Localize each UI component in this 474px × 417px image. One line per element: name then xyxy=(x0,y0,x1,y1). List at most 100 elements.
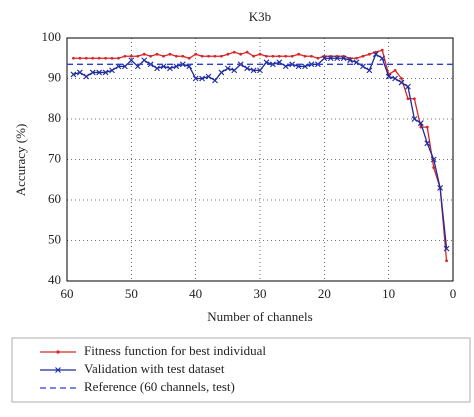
plot-frame xyxy=(66,37,454,282)
marker xyxy=(129,54,133,58)
marker xyxy=(257,67,263,74)
marker xyxy=(302,63,308,70)
marker xyxy=(168,52,172,56)
x-tick-label: 0 xyxy=(450,286,457,301)
marker xyxy=(167,65,173,72)
legend-label: Validation with test dataset xyxy=(84,361,225,376)
legend-marker xyxy=(55,367,61,373)
marker xyxy=(385,73,392,80)
x-axis-label: Number of channels xyxy=(207,309,312,324)
marker xyxy=(212,77,218,84)
x-tick-label: 20 xyxy=(318,286,331,301)
marker xyxy=(271,54,275,58)
marker xyxy=(405,83,411,90)
marker xyxy=(200,54,204,58)
marker xyxy=(224,65,231,72)
marker xyxy=(367,52,371,56)
marker xyxy=(83,73,90,80)
marker xyxy=(398,79,405,86)
marker xyxy=(123,54,127,58)
marker xyxy=(392,75,398,82)
x-tick-label: 50 xyxy=(125,286,138,301)
marker xyxy=(70,71,77,78)
marker xyxy=(136,54,140,58)
marker xyxy=(424,140,431,147)
marker xyxy=(187,56,191,60)
marker xyxy=(84,56,88,60)
y-tick-label: 100 xyxy=(42,29,62,44)
marker xyxy=(232,50,236,54)
marker xyxy=(122,63,128,70)
marker xyxy=(104,56,107,60)
x-tick-label: 30 xyxy=(254,286,267,301)
y-tick-label: 80 xyxy=(48,110,61,125)
marker xyxy=(149,54,153,58)
marker xyxy=(380,48,384,52)
marker xyxy=(316,56,320,60)
y-tick-label: 40 xyxy=(48,272,61,287)
legend-box xyxy=(11,337,471,403)
marker xyxy=(128,57,135,64)
marker xyxy=(97,56,101,60)
marker xyxy=(226,52,230,56)
marker xyxy=(154,65,160,72)
x-tick-label: 40 xyxy=(189,286,202,301)
marker xyxy=(321,55,328,62)
marker xyxy=(400,77,403,80)
marker xyxy=(340,55,347,62)
marker xyxy=(425,125,429,129)
x-tick-label: 60 xyxy=(61,286,74,301)
marker xyxy=(102,69,109,76)
marker xyxy=(239,52,243,56)
marker xyxy=(393,69,397,72)
marker xyxy=(96,69,103,76)
marker xyxy=(303,54,307,58)
marker xyxy=(192,75,199,82)
marker xyxy=(413,97,416,101)
marker xyxy=(379,55,386,62)
marker xyxy=(162,54,165,58)
y-tick-label: 70 xyxy=(48,150,61,165)
marker xyxy=(213,54,217,58)
marker xyxy=(205,73,212,80)
marker xyxy=(181,54,185,58)
marker xyxy=(445,259,448,263)
y-tick-label: 50 xyxy=(48,231,61,246)
marker xyxy=(366,67,373,74)
marker xyxy=(174,54,178,58)
marker xyxy=(355,56,358,60)
marker xyxy=(117,56,120,60)
marker xyxy=(76,69,83,76)
marker xyxy=(430,156,437,163)
marker xyxy=(72,56,75,60)
series-line xyxy=(73,49,448,261)
marker xyxy=(245,50,249,54)
marker xyxy=(310,54,313,58)
marker xyxy=(417,120,424,126)
marker xyxy=(437,184,444,191)
chart-title: K3b xyxy=(249,9,271,24)
legend-marker xyxy=(56,350,60,354)
marker xyxy=(406,97,410,101)
marker xyxy=(109,67,115,74)
marker xyxy=(220,54,223,58)
y-tick-label: 60 xyxy=(48,191,61,206)
marker xyxy=(78,56,82,60)
marker xyxy=(443,245,450,252)
series-line xyxy=(73,53,448,249)
marker xyxy=(252,54,255,58)
marker xyxy=(347,57,353,64)
marker xyxy=(91,56,95,60)
marker xyxy=(432,166,436,170)
marker xyxy=(155,52,159,56)
marker xyxy=(194,52,198,56)
marker xyxy=(265,54,268,58)
marker xyxy=(207,54,210,58)
marker xyxy=(89,69,96,76)
y-axis-label: Accuracy (%) xyxy=(13,124,28,197)
marker xyxy=(372,51,379,58)
x-tick-label: 10 xyxy=(382,286,395,301)
marker xyxy=(231,67,238,74)
marker xyxy=(110,56,114,60)
marker xyxy=(142,52,146,56)
